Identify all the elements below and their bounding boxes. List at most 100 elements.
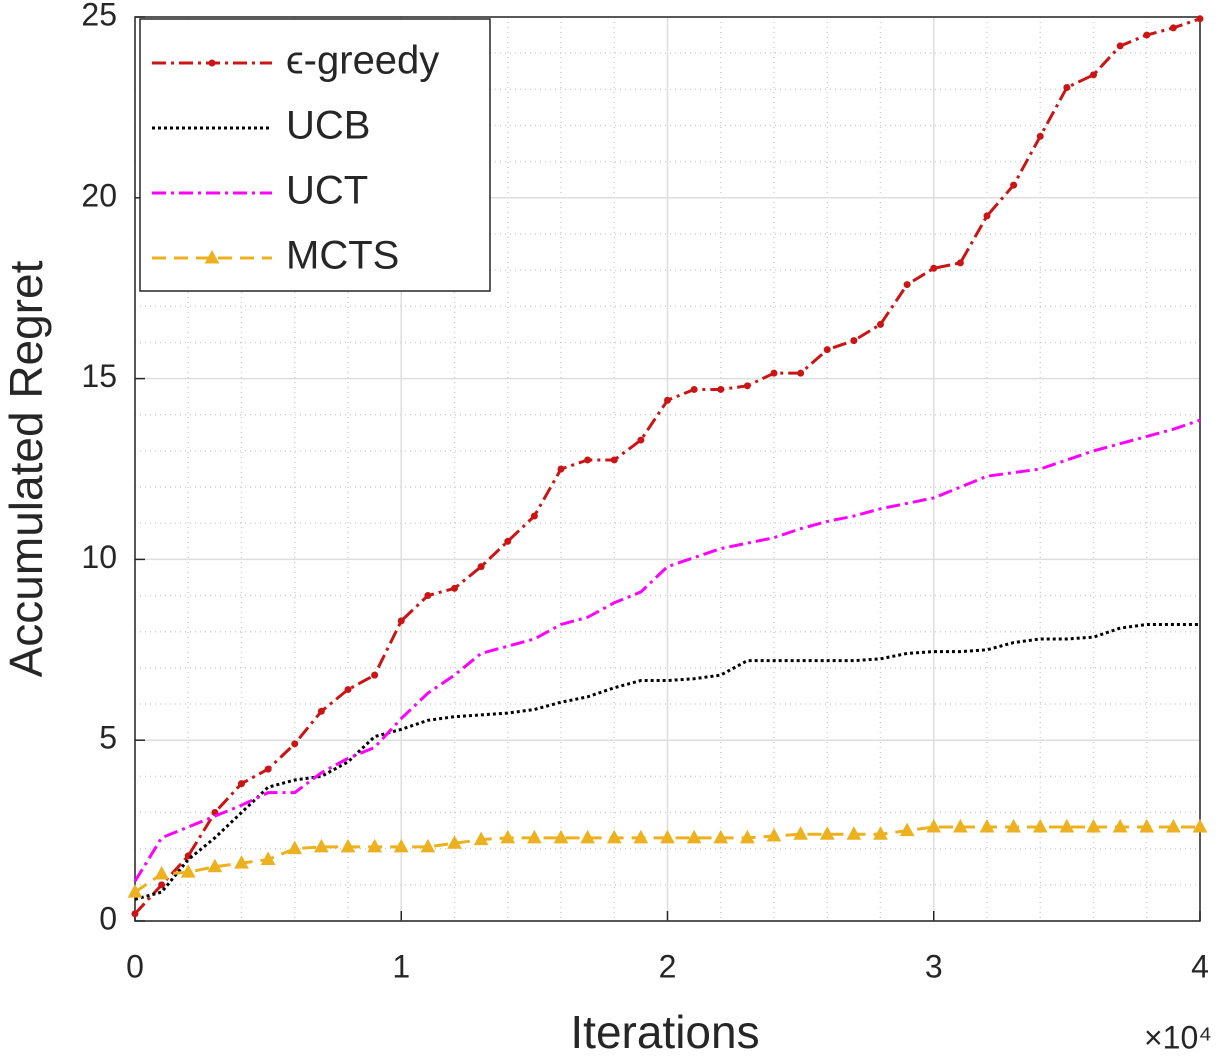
marker: [424, 592, 432, 600]
marker: [690, 385, 698, 393]
marker: [1059, 818, 1075, 833]
marker: [793, 826, 808, 840]
marker: [477, 563, 485, 571]
x-tick-label: 2: [659, 948, 677, 984]
legend-label: MCTS: [286, 234, 399, 278]
marker: [447, 835, 462, 849]
marker: [1006, 818, 1021, 833]
marker: [823, 346, 831, 354]
marker: [979, 818, 995, 833]
x-multiplier: ×10⁴: [1144, 1019, 1212, 1055]
marker: [367, 838, 382, 853]
marker: [584, 456, 592, 464]
marker: [686, 829, 702, 844]
marker: [1112, 818, 1128, 833]
marker: [127, 884, 143, 898]
marker: [660, 829, 675, 844]
x-tick-label: 0: [126, 948, 144, 984]
legend-marker: [208, 59, 216, 67]
marker: [633, 829, 649, 844]
marker: [344, 686, 352, 694]
marker: [1169, 24, 1177, 32]
marker: [393, 838, 409, 853]
marker: [397, 617, 405, 625]
marker: [557, 465, 565, 473]
y-tick-label: 20: [81, 177, 117, 213]
marker: [451, 584, 458, 592]
marker: [1010, 181, 1018, 189]
marker: [606, 829, 622, 844]
marker: [1143, 31, 1151, 39]
marker: [846, 826, 862, 840]
y-tick-label: 5: [99, 720, 117, 756]
marker: [717, 385, 725, 393]
marker: [1139, 818, 1155, 833]
marker: [1036, 132, 1044, 140]
y-tick-label: 0: [99, 900, 117, 936]
marker: [877, 320, 884, 328]
marker: [1116, 42, 1124, 50]
marker: [740, 829, 755, 844]
marker: [207, 858, 223, 873]
marker: [371, 671, 379, 679]
marker: [158, 881, 166, 889]
marker: [819, 826, 835, 840]
x-tick-label: 1: [392, 948, 410, 984]
marker: [713, 829, 729, 844]
marker: [340, 838, 356, 853]
marker: [1032, 818, 1048, 833]
y-tick-label: 10: [81, 539, 117, 575]
y-tick-label: 15: [81, 358, 117, 394]
legend-label: UCB: [286, 104, 370, 148]
marker: [580, 829, 595, 844]
marker: [154, 865, 169, 880]
marker: [637, 436, 645, 444]
y-axis-label: Accumulated Regret: [0, 260, 52, 677]
marker: [1086, 818, 1101, 833]
marker: [766, 827, 782, 842]
legend-marker: [204, 249, 220, 264]
x-tick-label: 3: [925, 948, 943, 984]
marker: [131, 910, 139, 918]
plot-frame: [134, 16, 1201, 922]
marker: [850, 337, 858, 345]
marker: [504, 537, 512, 545]
marker: [314, 838, 329, 853]
marker: [473, 831, 489, 846]
marker: [664, 396, 671, 404]
marker: [983, 212, 991, 220]
marker: [610, 456, 618, 464]
x-axis-label: Iterations: [570, 1006, 759, 1058]
series-line: [133, 418, 1201, 883]
marker: [1090, 71, 1097, 79]
marker: [1166, 818, 1181, 833]
marker: [743, 382, 751, 390]
marker: [317, 707, 325, 715]
marker: [264, 765, 272, 773]
marker: [797, 369, 805, 377]
marker: [238, 780, 245, 788]
y-tick-label: 25: [81, 0, 117, 32]
marker: [903, 281, 911, 289]
marker: [260, 851, 276, 866]
marker: [500, 829, 516, 844]
marker: [1192, 818, 1208, 833]
marker: [527, 829, 542, 844]
marker: [770, 369, 778, 377]
marker: [180, 864, 196, 878]
marker: [926, 818, 942, 833]
marker: [956, 259, 964, 267]
marker: [1196, 15, 1204, 23]
marker: [553, 829, 569, 844]
legend-label: UCT: [286, 169, 368, 213]
marker: [930, 264, 938, 272]
marker: [873, 826, 888, 840]
marker: [1063, 84, 1071, 92]
marker: [420, 838, 436, 853]
marker: [287, 840, 303, 855]
marker: [899, 822, 915, 837]
marker: [291, 740, 299, 748]
marker: [530, 512, 538, 520]
